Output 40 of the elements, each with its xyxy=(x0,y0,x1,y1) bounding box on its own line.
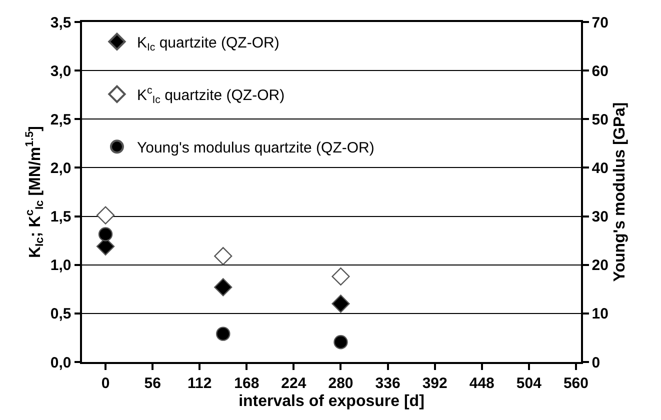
legend-label: K$_{Ic}$ quartzite (QZ-OR) xyxy=(136,34,280,54)
y2-tick-label: 70 xyxy=(592,14,608,32)
x-tick-label: 504 xyxy=(516,374,542,392)
point xyxy=(332,267,350,286)
x-tick-label: 392 xyxy=(422,374,448,392)
x-tick-label: 448 xyxy=(469,374,494,392)
x-tick-label: 336 xyxy=(375,374,400,392)
y2-tick-label: 60 xyxy=(592,62,608,80)
x-tick-label: 560 xyxy=(563,374,588,392)
y-tick-label: 0,5 xyxy=(50,306,72,323)
point xyxy=(214,278,232,296)
y-tick-label: 2,5 xyxy=(50,111,72,128)
y-tick-label: 3,5 xyxy=(50,14,72,32)
point xyxy=(98,227,113,242)
y-tick-label: 3,0 xyxy=(50,62,72,80)
x-tick-label: 0 xyxy=(101,374,110,392)
y-tick-label: 2,0 xyxy=(50,160,72,177)
x-tick-label: 280 xyxy=(328,374,354,392)
y-tick-label: 0,0 xyxy=(50,354,72,372)
point xyxy=(332,294,350,313)
x-tick-label: 112 xyxy=(188,374,212,392)
x-tick-label: 224 xyxy=(281,374,307,392)
y2-tick-label: 50 xyxy=(592,111,608,128)
point xyxy=(96,206,115,224)
y2-tick-label: 20 xyxy=(592,257,608,274)
y-tick-label: 1,5 xyxy=(50,208,72,226)
y2-tick-label: 40 xyxy=(592,160,608,177)
point xyxy=(216,326,230,341)
y2-tick-label: 30 xyxy=(592,208,608,226)
point xyxy=(334,334,348,350)
x-axis-title: intervals of exposure [d] xyxy=(238,392,424,410)
y2-tick-label: 0 xyxy=(592,354,600,372)
y-tick-label: 1,0 xyxy=(50,257,72,274)
x-tick-label: 168 xyxy=(234,374,260,392)
point xyxy=(214,247,232,266)
y2-tick-label: 10 xyxy=(592,306,608,323)
y2-axis-title: Young's modulus [GPa] xyxy=(612,102,629,282)
x-tick-label: 56 xyxy=(144,374,161,392)
legend-label: K$^{c}$$_{Ic}$ quartzite (QZ-OR) xyxy=(136,84,285,106)
legend-label: Young's modulus quartzite (QZ-OR) xyxy=(136,140,374,156)
